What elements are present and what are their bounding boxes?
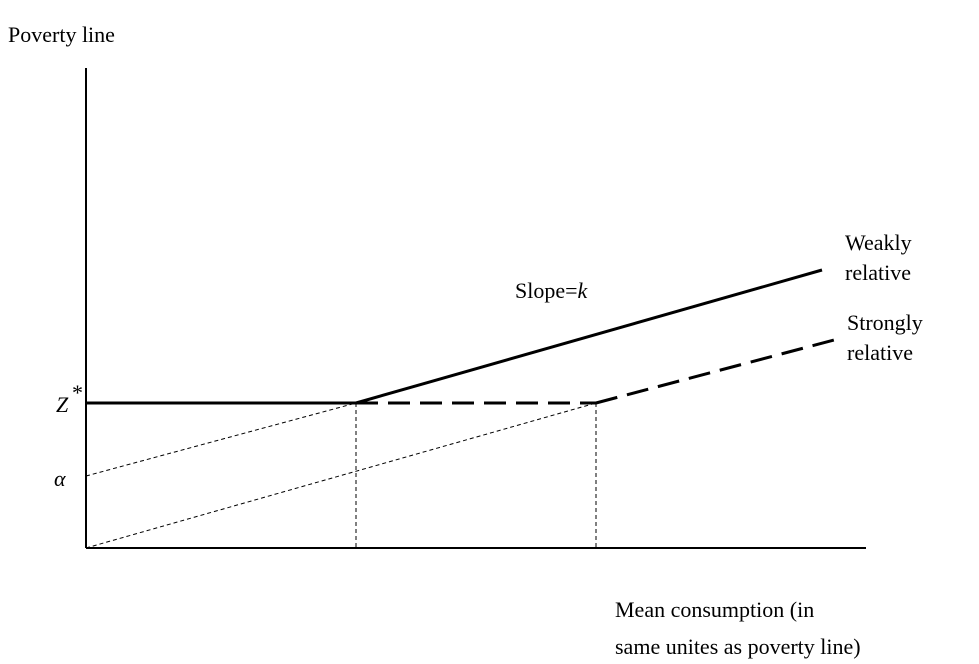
weak-extension: [85, 402, 357, 477]
slope-text: Slope=: [515, 278, 578, 303]
weakly-relative-line: [355, 268, 823, 405]
x-axis-label: Mean consumption (in: [615, 597, 814, 622]
strongly-relative-line: [595, 338, 835, 405]
y-axis-label: Poverty line: [8, 22, 115, 47]
alpha-label: α: [54, 466, 66, 491]
x-axis-label: same unites as poverty line): [615, 634, 861, 659]
strongly-label: relative: [847, 340, 913, 365]
z-sup: *: [72, 380, 83, 405]
strong-extension: [85, 402, 597, 549]
z-label: Z: [56, 392, 69, 417]
weakly-label: relative: [845, 260, 911, 285]
weakly-label: Weakly: [845, 230, 912, 255]
slope-var: k: [578, 278, 589, 303]
strongly-label: Strongly: [847, 310, 923, 335]
slope-label: Slope=k: [515, 278, 589, 303]
